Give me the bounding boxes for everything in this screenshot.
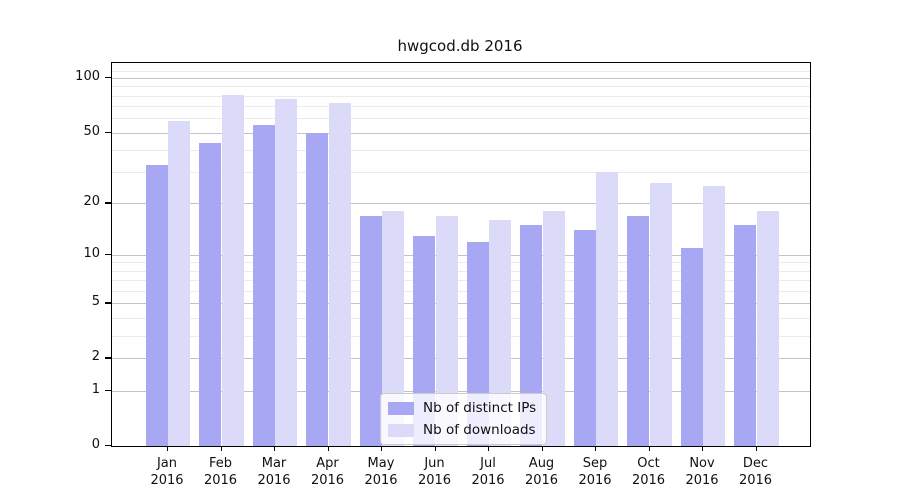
y-tick-label-100: 100 — [75, 69, 100, 85]
bar-downloads-mar — [275, 98, 298, 446]
major-gridline-2 — [112, 358, 810, 360]
bar-downloads-may — [382, 211, 405, 446]
x-tick-label-feb: Feb 2016 — [203, 456, 238, 488]
x-tick-mark-apr — [327, 446, 329, 452]
minor-gridline-6 — [112, 290, 810, 292]
bar-distinct-ips-aug — [520, 225, 543, 446]
bar-downloads-feb — [221, 94, 244, 446]
x-tick-mark-feb — [220, 446, 222, 452]
bar-distinct-ips-sep — [573, 230, 596, 446]
y-tick-mark-0 — [105, 445, 111, 447]
x-tick-label-mar: Mar 2016 — [257, 456, 291, 488]
chart-title: hwgcod.db 2016 — [397, 37, 523, 55]
minor-gridline-3 — [112, 335, 810, 337]
x-tick-mark-nov — [702, 446, 704, 452]
y-tick-mark-50 — [105, 131, 111, 133]
y-tick-label-2: 2 — [91, 349, 100, 365]
major-gridline-50 — [112, 132, 810, 134]
x-tick-mark-may — [381, 446, 383, 452]
y-tick-label-1: 1 — [91, 381, 100, 397]
bar-downloads-jul — [489, 220, 512, 446]
bar-downloads-dec — [756, 211, 779, 446]
legend-item-downloads: Nb of downloads — [388, 422, 536, 438]
x-tick-label-may: May 2016 — [364, 456, 398, 488]
legend-label-downloads: Nb of downloads — [423, 422, 536, 438]
bar-downloads-oct — [649, 183, 672, 446]
major-gridline-10 — [112, 254, 810, 256]
minor-gridline-9 — [112, 262, 810, 264]
x-tick-mark-oct — [648, 446, 650, 452]
bar-distinct-ips-oct — [627, 215, 650, 446]
minor-gridline-80 — [112, 95, 810, 97]
minor-gridline-30 — [112, 172, 810, 174]
bar-distinct-ips-apr — [306, 132, 329, 446]
bar-distinct-ips-mar — [252, 125, 275, 446]
x-tick-label-jan: Jan 2016 — [150, 456, 184, 488]
y-tick-mark-1 — [105, 389, 111, 392]
y-tick-mark-20 — [105, 202, 111, 204]
x-tick-mark-dec — [755, 446, 757, 452]
x-tick-mark-jan — [167, 446, 169, 452]
minor-gridline-60 — [112, 118, 810, 120]
bar-distinct-ips-feb — [199, 142, 222, 446]
minor-gridline-8 — [112, 270, 810, 272]
bar-distinct-ips-dec — [734, 225, 757, 446]
y-tick-label-0: 0 — [91, 437, 100, 452]
x-tick-label-apr: Apr 2016 — [310, 456, 345, 488]
x-tick-label-jul: Jul 2016 — [471, 456, 505, 488]
legend-swatch-distinct-ips — [388, 401, 414, 415]
y-tick-label-5: 5 — [91, 294, 100, 310]
x-tick-label-sep: Sep 2016 — [578, 456, 612, 488]
major-gridline-20 — [112, 203, 810, 205]
x-tick-label-oct: Oct 2016 — [631, 456, 666, 488]
bar-downloads-apr — [328, 102, 351, 446]
legend-swatch-downloads — [388, 423, 414, 437]
minor-gridline-90 — [112, 86, 810, 88]
bar-distinct-ips-jan — [145, 164, 168, 446]
bar-distinct-ips-may — [359, 215, 382, 446]
bar-downloads-nov — [703, 186, 726, 446]
x-tick-label-dec: Dec 2016 — [738, 456, 773, 488]
minor-gridline-40 — [112, 149, 810, 151]
y-tick-label-10: 10 — [83, 245, 100, 261]
plot-area: Nb of distinct IPs Nb of downloads — [111, 62, 811, 447]
bar-downloads-sep — [596, 172, 619, 446]
x-tick-label-nov: Nov 2016 — [685, 456, 719, 488]
bar-downloads-jun — [435, 215, 458, 446]
x-tick-mark-mar — [274, 446, 276, 452]
minor-gridline-4 — [112, 317, 810, 319]
x-tick-mark-aug — [541, 446, 543, 452]
x-tick-mark-jul — [488, 446, 490, 452]
y-tick-mark-10 — [105, 253, 111, 256]
x-tick-mark-jun — [434, 446, 436, 452]
bar-downloads-aug — [542, 211, 565, 446]
x-tick-label-aug: Aug 2016 — [524, 456, 559, 488]
major-gridline-5 — [112, 303, 810, 305]
major-gridline-100 — [112, 78, 810, 80]
bar-downloads-jan — [168, 120, 191, 446]
x-tick-mark-sep — [595, 446, 597, 452]
major-gridline-1 — [112, 390, 810, 392]
y-tick-label-50: 50 — [83, 123, 100, 139]
minor-gridline-7 — [112, 280, 810, 282]
x-tick-label-jun: Jun 2016 — [417, 456, 452, 488]
y-tick-mark-100 — [105, 77, 111, 79]
y-tick-mark-5 — [105, 302, 111, 304]
legend: Nb of distinct IPs Nb of downloads — [380, 393, 548, 445]
y-tick-label-20: 20 — [83, 194, 100, 210]
bar-distinct-ips-nov — [680, 247, 703, 446]
minor-gridline-70 — [112, 106, 810, 108]
legend-item-distinct-ips: Nb of distinct IPs — [388, 400, 536, 416]
legend-label-distinct-ips: Nb of distinct IPs — [423, 400, 537, 416]
minor-gridline-110 — [112, 70, 810, 72]
y-tick-mark-2 — [105, 357, 111, 359]
